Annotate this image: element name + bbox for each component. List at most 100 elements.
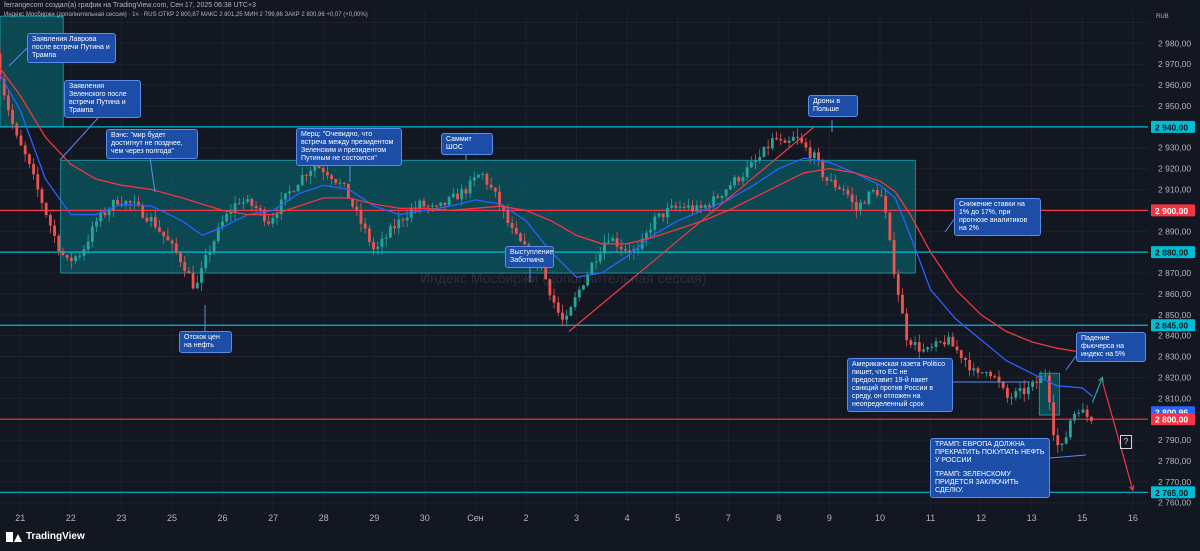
candle (6, 89, 10, 117)
candle (548, 278, 552, 301)
candle (791, 131, 795, 142)
candle (1031, 380, 1034, 392)
price-level-label: 2 940,00 (1155, 122, 1188, 132)
candle-body (128, 200, 132, 203)
candle-body (447, 197, 451, 206)
price-label-bg (1151, 204, 1195, 217)
candle-body (947, 336, 951, 345)
candle-body (645, 232, 648, 239)
candle-body (678, 206, 682, 208)
time-tick-label: 13 (1027, 513, 1037, 523)
candle-body (53, 225, 56, 236)
candle-body (926, 347, 930, 350)
candle (229, 204, 233, 223)
candle-body (258, 208, 262, 210)
annotation-rate-cut[interactable]: Снижение ставки на 1% до 17%, при прогно… (954, 198, 1041, 236)
candle-body (212, 241, 216, 252)
moving-average-0 (0, 74, 1093, 397)
candle-body (1043, 375, 1047, 377)
candle (905, 308, 909, 347)
candle-body (409, 209, 413, 218)
price-label-bg (1151, 319, 1195, 332)
candle (1064, 431, 1068, 445)
candle (959, 349, 963, 364)
candle-body (477, 174, 480, 178)
candle-body (804, 142, 808, 148)
annotation-zelensky[interactable]: Заявления Зеленского после встречи Путин… (64, 80, 141, 118)
currency-label[interactable]: RUB (1156, 14, 1169, 20)
candle-body (137, 201, 140, 205)
candle (132, 194, 136, 210)
candle-body (271, 218, 275, 224)
candle-body (607, 241, 611, 243)
candle-body (6, 95, 10, 111)
candle-body (1022, 388, 1026, 395)
candle (590, 261, 594, 275)
candle-body (493, 187, 497, 192)
tradingview-logo[interactable]: TradingView (6, 531, 85, 542)
candle (65, 254, 69, 261)
candle (573, 291, 577, 311)
candle (678, 200, 682, 213)
candle (754, 154, 757, 170)
candle-body (82, 249, 86, 256)
symbol-legend[interactable]: Индекс Мосбиржи (дополнительная сессия) … (4, 12, 368, 18)
candle (1073, 411, 1076, 424)
price-tick-label: 2 910,00 (1158, 185, 1191, 195)
candle (393, 218, 396, 235)
annotation-merz[interactable]: Мерц: "Очевидно, что встреча между прези… (296, 128, 402, 166)
candle-body (363, 223, 367, 229)
candle-body (972, 368, 976, 371)
candle (556, 296, 560, 316)
trend-arrow-2 (1098, 376, 1104, 383)
annotation-zabotkin[interactable]: Выступление Заботкина (505, 246, 554, 268)
candle-body (821, 160, 825, 178)
candle (930, 343, 934, 352)
candle (204, 248, 208, 272)
candle (523, 233, 527, 246)
candle (200, 260, 203, 291)
annotation-futures-drop[interactable]: Падение фьючерса на индекс на 5% (1076, 332, 1146, 362)
candle (376, 241, 380, 256)
candle-body (955, 346, 959, 351)
price-label-bg (1151, 246, 1195, 259)
annotation-sco-summit[interactable]: Саммит ШОС (441, 133, 493, 155)
candle (565, 309, 569, 325)
candle-body (653, 216, 657, 230)
candle-body (183, 262, 187, 272)
annotation-lavrov[interactable]: Заявления Лаврова после встречи Путина и… (27, 33, 116, 63)
time-tick-label: 28 (319, 513, 329, 523)
time-tick-label: 9 (827, 513, 832, 523)
annotation-pointer (8, 47, 28, 67)
annotation-trump[interactable]: ТРАМП: ЕВРОПА ДОЛЖНА ПРЕКРАТИТЬ ПОКУПАТЬ… (930, 438, 1050, 498)
candle-body (884, 196, 888, 213)
candle-body (346, 183, 350, 199)
candle-body (78, 255, 82, 257)
candle (598, 247, 602, 265)
candle (728, 181, 732, 191)
time-axis-bg (0, 509, 1148, 551)
candles (0, 46, 1093, 453)
candle-body (48, 215, 52, 226)
annotation-oil-rebound[interactable]: Отскок цен на нефть (179, 331, 232, 353)
candle-body (888, 212, 892, 241)
candle (1056, 427, 1060, 453)
candle-body (44, 203, 48, 216)
annotation-drones-poland[interactable]: Дроны в Польше (808, 95, 858, 117)
annotation-politico[interactable]: Американская газета Politico пишет, что … (847, 358, 953, 412)
candle (867, 190, 871, 206)
annotation-vance[interactable]: Вэнс: "мир будет достигнут не позднее, ч… (106, 129, 198, 159)
candle (749, 156, 753, 169)
candle-body (716, 196, 720, 198)
price-tick-label: 2 770,00 (1158, 477, 1191, 487)
candle-body (279, 199, 283, 215)
candle-body (246, 199, 250, 202)
price-tick-label: 2 760,00 (1158, 498, 1191, 508)
question-marker[interactable]: ? (1120, 435, 1132, 449)
annotation-pointer (1065, 355, 1077, 371)
candle (342, 182, 346, 188)
candle (854, 195, 858, 219)
candle-body (569, 306, 573, 316)
candle-body (174, 243, 178, 253)
annotation-pointer (944, 217, 956, 233)
